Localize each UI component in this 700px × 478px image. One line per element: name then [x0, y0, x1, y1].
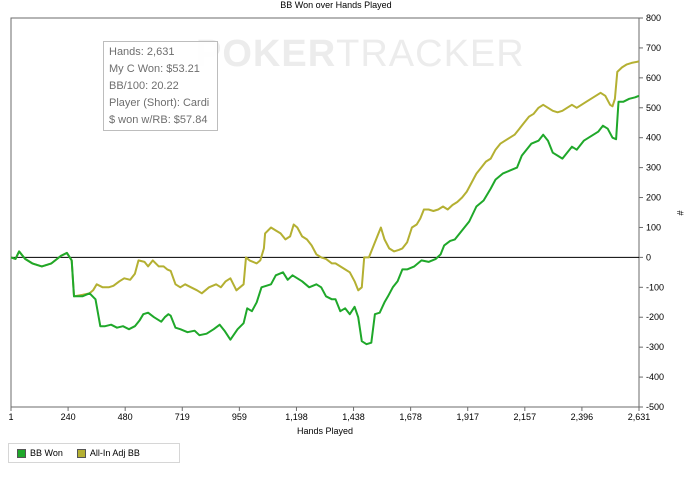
series-layer	[10, 60, 640, 346]
x-axis: 1 240 480 719 959 1,198 1,438 1,678 1,917 2,157 2,…	[8, 407, 650, 422]
x-tick-label: 2,631	[628, 412, 651, 422]
x-tick-label: 1,917	[456, 412, 479, 422]
x-tick-label: 1,678	[399, 412, 422, 422]
x-tick-label: 240	[61, 412, 76, 422]
y-tick-label: -500	[646, 402, 664, 412]
y-tick-label: 400	[646, 133, 661, 143]
y-tick-label: 300	[646, 163, 661, 173]
stats-info-box: Hands: 2,631 My C Won: $53.21 BB/100: 20…	[103, 41, 218, 131]
y-tick-label: 600	[646, 73, 661, 83]
x-axis-label: Hands Played	[297, 426, 353, 436]
watermark-part1: POKER	[196, 33, 337, 75]
legend-item-bb-won[interactable]: BB Won	[17, 448, 63, 458]
legend-swatch-bb-won	[17, 448, 26, 458]
y-tick-label: -200	[646, 312, 664, 322]
x-tick-label: 1	[8, 412, 13, 422]
y-tick-label: 200	[646, 193, 661, 203]
info-my-c-won: My C Won: $53.21	[109, 63, 200, 75]
y-axis: 800 700 600 500 400 300 200 100 0 -100 -200 -300 -40…	[639, 13, 664, 412]
y-tick-label: 800	[646, 13, 661, 23]
legend: BB Won All-In Adj BB	[8, 443, 180, 463]
info-won-rb: $ won w/RB: $57.84	[109, 114, 208, 126]
legend-item-all-in-adj-bb[interactable]: All-In Adj BB	[76, 448, 140, 458]
x-tick-label: 2,157	[514, 412, 537, 422]
y-tick-label: -400	[646, 372, 664, 382]
legend-label-all-in-adj-bb: All-In Adj BB	[89, 448, 140, 458]
series-line-all-in-adj-bb	[10, 60, 640, 298]
legend-swatch-all-in-adj-bb	[76, 448, 86, 458]
y-axis-label: #	[675, 210, 685, 215]
info-hands: Hands: 2,631	[109, 46, 175, 58]
series-line-bb-won	[10, 94, 640, 346]
y-tick-label: 0	[646, 252, 651, 262]
info-player: Player (Short): Cardi	[109, 97, 210, 109]
y-tick-label: -300	[646, 342, 664, 352]
pokertracker-watermark: POKERTRACKER	[196, 33, 525, 76]
legend-label-bb-won: BB Won	[30, 448, 63, 458]
chart-title: BB Won over Hands Played	[280, 0, 391, 10]
y-tick-label: 500	[646, 103, 661, 113]
watermark-part2: TRACKER	[336, 33, 525, 75]
x-tick-label: 959	[232, 412, 247, 422]
y-tick-label: -100	[646, 282, 664, 292]
x-tick-label: 480	[118, 412, 133, 422]
y-tick-label: 700	[646, 43, 661, 53]
info-bb100: BB/100: 20.22	[109, 80, 179, 92]
x-tick-label: 1,438	[342, 412, 365, 422]
x-tick-label: 2,396	[571, 412, 594, 422]
x-tick-label: 1,198	[285, 412, 308, 422]
x-tick-label: 719	[175, 412, 190, 422]
y-tick-label: 100	[646, 222, 661, 232]
